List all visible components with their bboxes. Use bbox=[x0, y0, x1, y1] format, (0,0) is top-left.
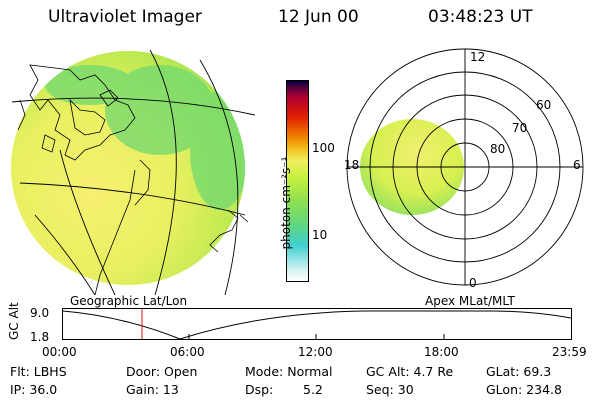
altplot-ylabel: GC Alt bbox=[7, 302, 21, 340]
polar-label-left: 18 bbox=[344, 158, 359, 172]
altplot-xtick-1: 06:00 bbox=[170, 345, 205, 359]
info-gcalt: GC Alt: 4.7 Re bbox=[366, 364, 454, 379]
info-door: Door: Open bbox=[126, 364, 198, 379]
info-seq: Seq: 30 bbox=[366, 382, 414, 397]
colorbar-tick-10: 10 bbox=[312, 228, 328, 242]
instrument-title: Ultraviolet Imager bbox=[48, 7, 202, 27]
info-glat: GLat: 69.3 bbox=[486, 364, 552, 379]
geographic-map bbox=[11, 49, 255, 295]
altitude-plot bbox=[62, 308, 572, 340]
geo-coastlines bbox=[17, 64, 249, 295]
geo-grid bbox=[11, 49, 255, 295]
apex-caption: Apex MLat/MLT bbox=[425, 294, 515, 308]
info-ip: IP: 36.0 bbox=[10, 382, 58, 397]
polar-lat-80: 80 bbox=[490, 142, 505, 156]
polar-label-right: 6 bbox=[573, 158, 581, 172]
geo-caption: Geographic Lat/Lon bbox=[70, 294, 188, 308]
polar-lat-70: 70 bbox=[512, 121, 527, 135]
time-label: 03:48:23 UT bbox=[428, 7, 533, 27]
info-mode: Mode: Normal bbox=[245, 364, 333, 379]
altplot-ytick-bottom: 1.8 bbox=[30, 330, 50, 344]
polar-label-bottom: 0 bbox=[469, 276, 477, 290]
altitude-curve bbox=[62, 310, 572, 340]
altplot-ytick-top: 9.0 bbox=[30, 306, 50, 320]
altplot-xtick-2: 12:00 bbox=[298, 345, 333, 359]
altplot-xtick-4: 23:59 bbox=[552, 345, 587, 359]
date-label: 12 Jun 00 bbox=[278, 7, 359, 27]
polar-rings bbox=[346, 48, 584, 286]
info-glon: GLon: 234.8 bbox=[486, 382, 562, 397]
colorbar-tick-100: 100 bbox=[312, 141, 335, 155]
polar-lat-60: 60 bbox=[536, 98, 551, 112]
altplot-xtick-0: 00:00 bbox=[42, 345, 77, 359]
info-flt: Flt: LBHS bbox=[10, 364, 67, 379]
polar-label-top: 12 bbox=[470, 50, 485, 64]
info-dsp-label: Dsp: bbox=[245, 382, 274, 397]
polar-plot: 12 0 18 6 60 70 80 bbox=[344, 48, 584, 290]
colorbar bbox=[286, 80, 309, 282]
info-dsp-value: 5.2 bbox=[303, 382, 323, 397]
info-gain: Gain: 13 bbox=[126, 382, 179, 397]
colorbar-unit-label: photon cm⁻²s⁻¹ bbox=[279, 156, 293, 250]
altplot-xtick-3: 18:00 bbox=[424, 345, 459, 359]
